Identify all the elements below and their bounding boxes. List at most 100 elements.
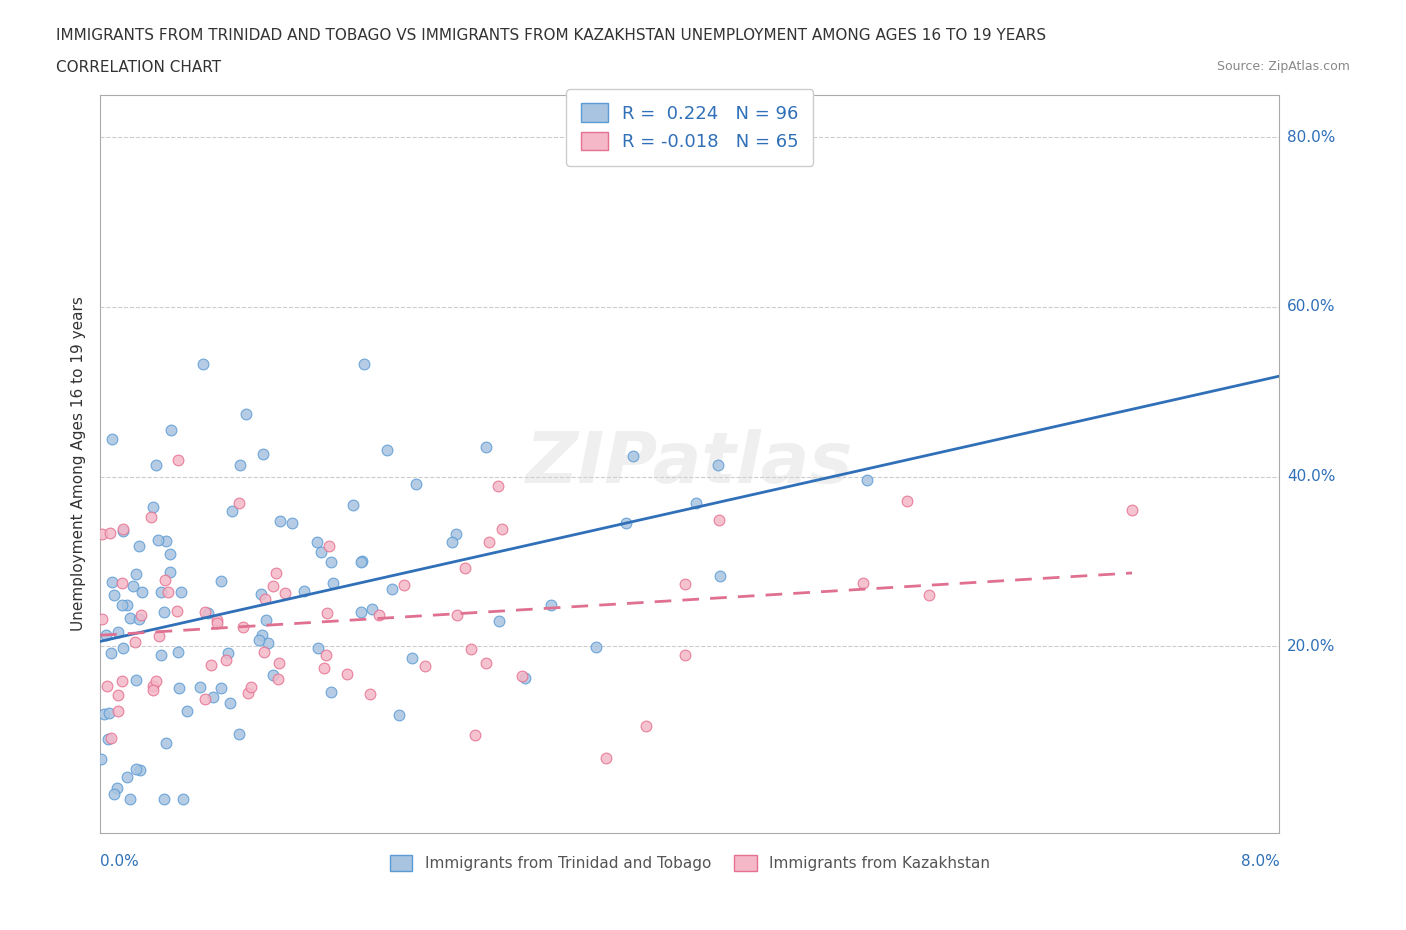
Point (153, 604, 176, 619)
Point (585, 640, 607, 655)
Point (209, 574, 232, 589)
Point (153, 573, 176, 588)
Point (150, 648, 173, 663)
Point (510, 669, 533, 684)
Point (350, 604, 373, 619)
Point (128, 763, 150, 777)
Point (250, 587, 273, 602)
Point (166, 604, 188, 618)
Point (107, 704, 129, 719)
Point (269, 514, 291, 529)
Point (111, 522, 134, 537)
Point (155, 735, 177, 750)
Point (292, 584, 315, 599)
Point (200, 658, 222, 672)
Point (319, 555, 342, 570)
Point (267, 671, 290, 686)
Point (142, 679, 165, 694)
Point (312, 661, 335, 676)
Point (111, 524, 134, 538)
Point (375, 443, 398, 458)
Point (120, 791, 142, 806)
Point (194, 691, 217, 706)
Point (191, 356, 214, 371)
Point (540, 598, 562, 613)
Point (217, 645, 239, 660)
Point (115, 770, 138, 785)
Point (488, 614, 510, 629)
Point (254, 613, 277, 628)
Point (1121, 502, 1143, 517)
Point (321, 684, 343, 699)
Point (209, 681, 232, 696)
Text: 40.0%: 40.0% (1286, 469, 1336, 484)
Point (111, 576, 134, 591)
Text: 20.0%: 20.0% (1286, 639, 1336, 654)
Point (90, 612, 112, 627)
Y-axis label: Unemployment Among Ages 16 to 19 years: Unemployment Among Ages 16 to 19 years (72, 297, 86, 631)
Point (197, 606, 219, 621)
Point (707, 458, 730, 472)
Point (852, 576, 875, 591)
Point (107, 625, 129, 640)
Point (454, 561, 477, 576)
Point (918, 588, 941, 603)
Point (405, 477, 427, 492)
Point (188, 679, 211, 694)
Point (262, 668, 284, 683)
Point (142, 683, 165, 698)
Point (139, 510, 162, 525)
Point (252, 446, 274, 461)
Point (491, 522, 513, 537)
Point (475, 656, 498, 671)
Point (131, 584, 153, 599)
Point (315, 647, 337, 662)
Point (202, 689, 225, 704)
Point (228, 726, 250, 741)
Point (446, 607, 468, 622)
Point (232, 619, 254, 634)
Point (673, 648, 696, 663)
Point (96, 679, 118, 694)
Point (194, 604, 217, 619)
Point (273, 585, 295, 600)
Point (90, 751, 112, 766)
Point (107, 687, 129, 702)
Point (145, 673, 167, 688)
Text: 80.0%: 80.0% (1286, 129, 1336, 145)
Point (221, 504, 243, 519)
Point (709, 512, 731, 527)
Point (359, 686, 381, 701)
Point (595, 751, 617, 765)
Point (307, 640, 329, 655)
Point (636, 718, 658, 733)
Point (253, 591, 276, 606)
Point (685, 495, 707, 510)
Point (267, 656, 290, 671)
Point (401, 651, 423, 666)
Point (128, 612, 150, 627)
Point (444, 527, 467, 542)
Point (475, 440, 498, 455)
Point (488, 479, 510, 494)
Point (614, 516, 637, 531)
Point (170, 585, 193, 600)
Point (93, 707, 115, 722)
Point (413, 658, 436, 673)
Point (111, 673, 134, 688)
Point (238, 685, 260, 700)
Point (125, 566, 148, 581)
Point (167, 452, 190, 467)
Point (460, 642, 482, 657)
Point (262, 578, 284, 593)
Point (97, 732, 120, 747)
Point (160, 423, 183, 438)
Point (129, 608, 152, 623)
Point (103, 588, 125, 603)
Point (266, 565, 288, 580)
Point (235, 406, 257, 421)
Point (148, 532, 170, 547)
Point (322, 576, 344, 591)
Point (120, 611, 142, 626)
Point (318, 539, 340, 554)
